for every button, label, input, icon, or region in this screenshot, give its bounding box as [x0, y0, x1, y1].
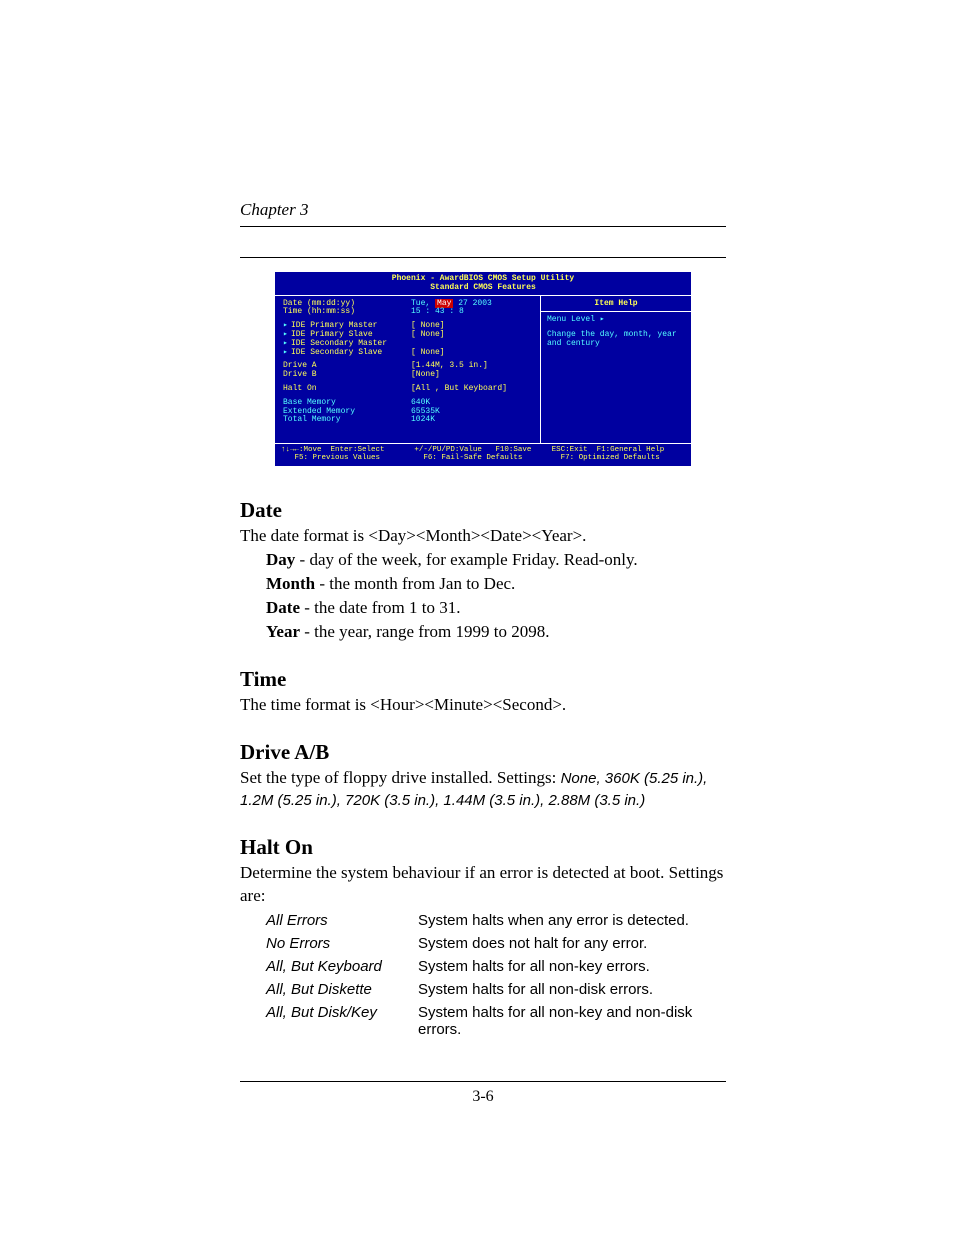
table-row: No ErrorsSystem does not halt for any er… — [266, 932, 726, 955]
bios-screenshot: Phoenix - AwardBIOS CMOS Setup Utility S… — [273, 270, 693, 468]
halt-table: All ErrorsSystem halts when any error is… — [266, 909, 726, 1041]
bios-title-line2: Standard CMOS Features — [275, 284, 691, 293]
bios-left-panel: Date (mm:dd:yy) Tue, May 27 2003 Time (h… — [275, 296, 540, 444]
section-date-title: Date — [240, 498, 726, 523]
bios-title: Phoenix - AwardBIOS CMOS Setup Utility S… — [275, 272, 691, 296]
rule-bottom — [240, 1081, 726, 1082]
chapter-label: Chapter 3 — [240, 200, 726, 220]
table-row: All ErrorsSystem halts when any error is… — [266, 909, 726, 932]
bios-item-help-title: Item Help — [541, 296, 691, 313]
bios-total-mem: Total Memory — [283, 416, 411, 425]
page: Chapter 3 Phoenix - AwardBIOS CMOS Setup… — [0, 0, 954, 1146]
bios-drive-b: Drive B — [283, 371, 411, 380]
bios-menu-level: Menu Level ▸ — [547, 316, 685, 325]
section-drive-intro: Set the type of floppy drive installed. … — [240, 767, 726, 811]
bios-help-text: Change the day, month, year and century — [547, 331, 685, 349]
page-number: 3-6 — [240, 1088, 726, 1106]
bios-time-value: 15 : 43 : 8 — [411, 308, 464, 317]
table-row: All, But KeyboardSystem halts for all no… — [266, 955, 726, 978]
section-halt-intro: Determine the system behaviour if an err… — [240, 862, 726, 906]
bios-halt: Halt On — [283, 385, 411, 394]
table-row: All, But DisketteSystem halts for all no… — [266, 978, 726, 1001]
date-item-date: Date - the date from 1 to 31. — [240, 597, 726, 619]
bios-help-panel: Item Help Menu Level ▸ Change the day, m… — [540, 296, 691, 444]
bios-time-label: Time (hh:mm:ss) — [283, 308, 411, 317]
section-drive-title: Drive A/B — [240, 740, 726, 765]
section-halt-title: Halt On — [240, 835, 726, 860]
section-time-intro: The time format is <Hour><Minute><Second… — [240, 694, 726, 716]
date-item-month: Month - the month from Jan to Dec. — [240, 573, 726, 595]
bios-footer: ↑↓→←:Move Enter:Select +/-/PU/PD:Value F… — [275, 443, 691, 466]
section-date-intro: The date format is <Day><Month><Date><Ye… — [240, 525, 726, 547]
date-item-year: Year - the year, range from 1999 to 2098… — [240, 621, 726, 643]
bios-ide-ss: IDE Secondary Slave — [291, 349, 411, 358]
table-row: All, But Disk/KeySystem halts for all no… — [266, 1001, 726, 1041]
triangle-icon: ▸ — [283, 349, 291, 358]
date-item-day: Day - day of the week, for example Frida… — [240, 549, 726, 571]
section-time-title: Time — [240, 667, 726, 692]
